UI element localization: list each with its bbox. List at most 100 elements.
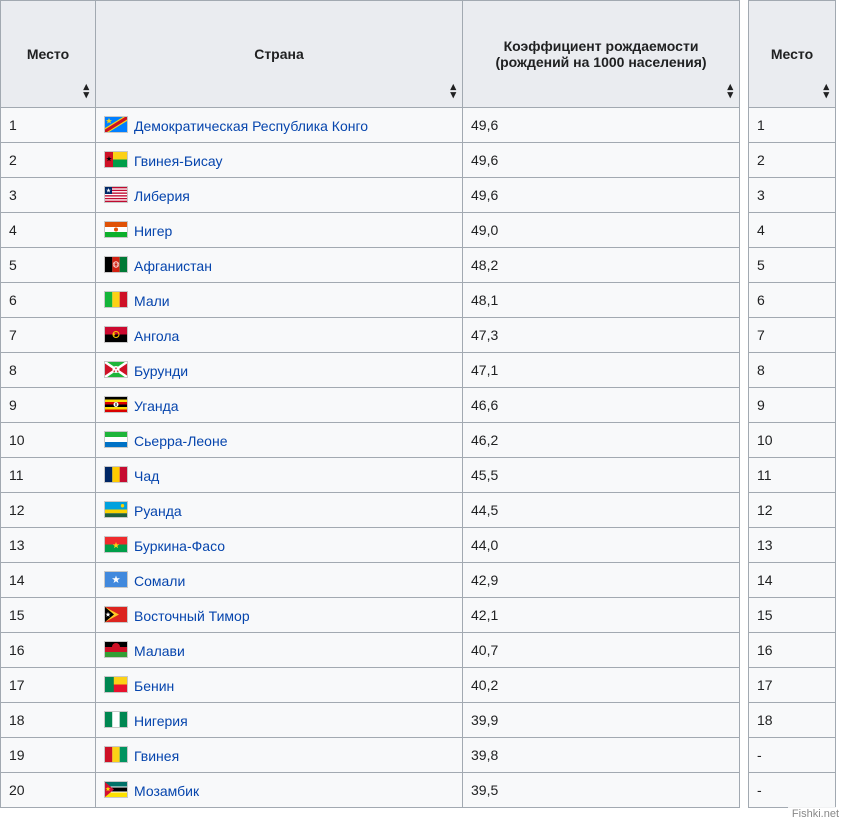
rank-cell: 7 — [749, 318, 836, 353]
col-country-header[interactable]: Страна ▴▾ — [96, 1, 463, 108]
country-link[interactable]: Нигерия — [134, 713, 188, 729]
table-row: 9Уганда46,6 — [1, 388, 740, 423]
country-link[interactable]: Гвинея-Бисау — [134, 153, 222, 169]
country-link[interactable]: Мали — [134, 293, 170, 309]
col-rate-header[interactable]: Коэффициент рождаемости (рождений на 100… — [463, 1, 740, 108]
country-link[interactable]: Бенин — [134, 678, 174, 694]
rank-cell: 12 — [1, 493, 96, 528]
rate-cell: 47,1 — [463, 353, 740, 388]
flag-icon — [104, 186, 128, 203]
watermark: Fishki.net — [788, 807, 843, 821]
flag-icon — [104, 466, 128, 483]
country-link[interactable]: Афганистан — [134, 258, 212, 274]
flag-icon — [104, 396, 128, 413]
flag-icon — [104, 221, 128, 238]
rank-cell: 13 — [749, 528, 836, 563]
table-row: - — [749, 773, 836, 808]
country-cell: Бурунди — [96, 353, 463, 388]
col-rank-header[interactable]: Место ▴▾ — [1, 1, 96, 108]
rate-cell: 47,3 — [463, 318, 740, 353]
rate-cell: 48,1 — [463, 283, 740, 318]
table-row: 5 — [749, 248, 836, 283]
flag-icon — [104, 536, 128, 553]
rank-cell: 15 — [749, 598, 836, 633]
country-link[interactable]: Сомали — [134, 573, 185, 589]
country-link[interactable]: Мозамбик — [134, 783, 199, 799]
flag-icon — [104, 151, 128, 168]
table-row: 2 — [749, 143, 836, 178]
country-cell: Руанда — [96, 493, 463, 528]
rank-cell: 12 — [749, 493, 836, 528]
table-row: 18Нигерия39,9 — [1, 703, 740, 738]
country-cell: Гвинея — [96, 738, 463, 773]
sort-icon[interactable]: ▴▾ — [727, 83, 733, 99]
rank-cell: 8 — [1, 353, 96, 388]
country-cell: Ангола — [96, 318, 463, 353]
country-link[interactable]: Демократическая Республика Конго — [134, 118, 368, 134]
country-link[interactable]: Бурунди — [134, 363, 188, 379]
flag-icon — [104, 641, 128, 658]
country-cell: Сомали — [96, 563, 463, 598]
rank-cell: 18 — [1, 703, 96, 738]
table-header-row: Место ▴▾ Страна ▴▾ Коэффициент рождаемос… — [1, 1, 740, 108]
country-cell: Мали — [96, 283, 463, 318]
table-row: 5Афганистан48,2 — [1, 248, 740, 283]
rate-cell: 40,7 — [463, 633, 740, 668]
country-link[interactable]: Малави — [134, 643, 185, 659]
rate-cell: 49,6 — [463, 108, 740, 143]
country-cell: Демократическая Республика Конго — [96, 108, 463, 143]
country-cell: Бенин — [96, 668, 463, 703]
rate-cell: 46,2 — [463, 423, 740, 458]
country-cell: Чад — [96, 458, 463, 493]
table-row: 13 — [749, 528, 836, 563]
country-link[interactable]: Ангола — [134, 328, 179, 344]
table-row: 14 — [749, 563, 836, 598]
rank-cell: 16 — [1, 633, 96, 668]
rank-cell: 8 — [749, 353, 836, 388]
country-cell: Буркина-Фасо — [96, 528, 463, 563]
country-link[interactable]: Буркина-Фасо — [134, 538, 225, 554]
rank-cell: 9 — [1, 388, 96, 423]
rank-cell: 10 — [749, 423, 836, 458]
table-header-row: Место ▴▾ — [749, 1, 836, 108]
country-link[interactable]: Руанда — [134, 503, 182, 519]
col-country-label: Страна — [254, 46, 304, 62]
table-row: 10 — [749, 423, 836, 458]
rank-cell: 17 — [1, 668, 96, 703]
flag-icon — [104, 746, 128, 763]
table-row: 11 — [749, 458, 836, 493]
rank-cell: 9 — [749, 388, 836, 423]
country-link[interactable]: Гвинея — [134, 748, 179, 764]
table-row: 15 — [749, 598, 836, 633]
col-rank2-header[interactable]: Место ▴▾ — [749, 1, 836, 108]
country-link[interactable]: Сьерра-Леоне — [134, 433, 228, 449]
country-cell: Афганистан — [96, 248, 463, 283]
sort-icon[interactable]: ▴▾ — [83, 83, 89, 99]
table-row: 16 — [749, 633, 836, 668]
table-row: 14Сомали42,9 — [1, 563, 740, 598]
table-row: 11Чад45,5 — [1, 458, 740, 493]
country-link[interactable]: Восточный Тимор — [134, 608, 250, 624]
flag-icon — [104, 501, 128, 518]
country-cell: Гвинея-Бисау — [96, 143, 463, 178]
sort-icon[interactable]: ▴▾ — [823, 83, 829, 99]
country-link[interactable]: Чад — [134, 468, 159, 484]
table-row: 13Буркина-Фасо44,0 — [1, 528, 740, 563]
rank-cell: 10 — [1, 423, 96, 458]
table-row: 19Гвинея39,8 — [1, 738, 740, 773]
country-link[interactable]: Либерия — [134, 188, 190, 204]
rank-cell: 14 — [1, 563, 96, 598]
rank-cell: 6 — [749, 283, 836, 318]
rank-cell: 13 — [1, 528, 96, 563]
country-cell: Сьерра-Леоне — [96, 423, 463, 458]
country-link[interactable]: Нигер — [134, 223, 172, 239]
table-row: 16 Малави 40,7 — [1, 633, 740, 668]
rank-cell: 19 — [1, 738, 96, 773]
country-link[interactable]: Уганда — [134, 398, 179, 414]
rank-cell: 2 — [749, 143, 836, 178]
sort-icon[interactable]: ▴▾ — [450, 83, 456, 99]
rate-cell: 40,2 — [463, 668, 740, 703]
col-rate-label: Коэффициент рождаемости (рождений на 100… — [471, 38, 731, 70]
rank-cell: 20 — [1, 773, 96, 808]
rank-cell: 7 — [1, 318, 96, 353]
